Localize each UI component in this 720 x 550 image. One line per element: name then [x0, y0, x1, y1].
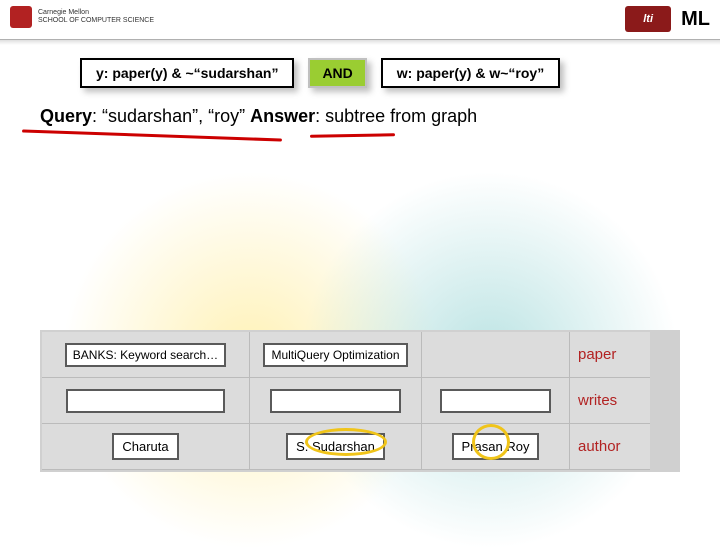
author-cell-3: Prasan Roy — [422, 424, 570, 470]
paper-node-1: BANKS: Keyword search… — [65, 343, 226, 367]
red-underline-2 — [310, 133, 395, 137]
row-label-author: author — [570, 424, 650, 470]
query-answer-line: Query: “sudarshan”, “roy” Answer: subtre… — [40, 106, 700, 127]
author-node-2: S. Sudarshan — [286, 433, 385, 460]
author-node-3: Prasan Roy — [452, 433, 540, 460]
author-cell-1: Charuta — [42, 424, 250, 470]
and-operator: AND — [308, 58, 366, 88]
graph-diagram: BANKS: Keyword search… MultiQuery Optimi… — [40, 330, 680, 472]
paper-cell-1: BANKS: Keyword search… — [42, 332, 250, 378]
cmu-line1: Carnegie Mellon — [38, 9, 154, 17]
writes-cell-1 — [42, 378, 250, 424]
row-label-paper: paper — [570, 332, 650, 378]
writes-node-3 — [440, 389, 551, 413]
formula-row: y: paper(y) & ~“sudarshan” AND w: paper(… — [80, 58, 700, 88]
formula-right: w: paper(y) & w~“roy” — [381, 58, 560, 88]
slide-header: Carnegie Mellon SCHOOL OF COMPUTER SCIEN… — [0, 0, 720, 40]
answer-text: : subtree from graph — [315, 106, 477, 126]
cmu-text: Carnegie Mellon SCHOOL OF COMPUTER SCIEN… — [38, 9, 154, 24]
cmu-logo-icon — [10, 6, 32, 28]
author-node-1: Charuta — [112, 433, 178, 460]
lti-logo: lti — [625, 6, 671, 32]
diagram-grid: BANKS: Keyword search… MultiQuery Optimi… — [40, 330, 680, 472]
paper-cell-2: MultiQuery Optimization — [250, 332, 422, 378]
writes-node-2 — [270, 389, 400, 413]
answer-label: Answer — [250, 106, 315, 126]
writes-cell-3 — [422, 378, 570, 424]
author-cell-2: S. Sudarshan — [250, 424, 422, 470]
right-logos: lti ML — [625, 6, 710, 32]
writes-cell-2 — [250, 378, 422, 424]
row-label-writes: writes — [570, 378, 650, 424]
paper-node-2: MultiQuery Optimization — [263, 343, 407, 367]
paper-cell-3 — [422, 332, 570, 378]
query-text: : “sudarshan”, “roy” — [92, 106, 250, 126]
query-label: Query — [40, 106, 92, 126]
formula-left: y: paper(y) & ~“sudarshan” — [80, 58, 294, 88]
writes-node-1 — [66, 389, 225, 413]
red-underline-1 — [22, 129, 282, 141]
cmu-brand: Carnegie Mellon SCHOOL OF COMPUTER SCIEN… — [10, 6, 154, 28]
ml-text: ML — [681, 8, 710, 31]
ml-logo: ML — [681, 8, 710, 31]
cmu-line2: SCHOOL OF COMPUTER SCIENCE — [38, 17, 154, 25]
